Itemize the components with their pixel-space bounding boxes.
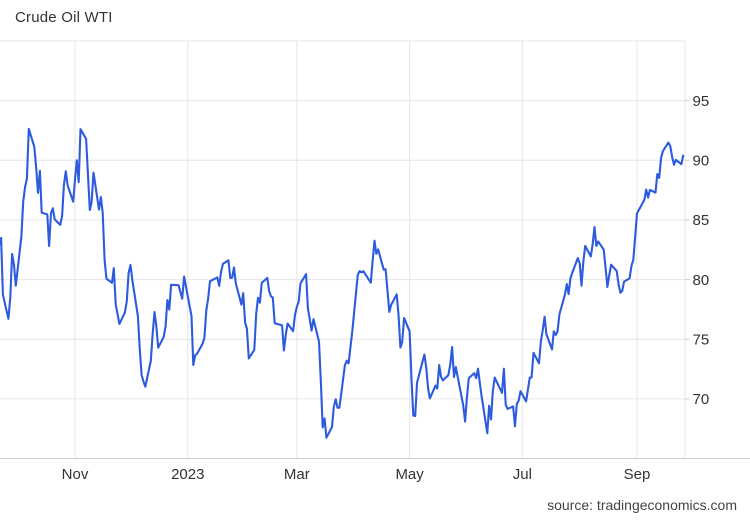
x-axis-label: Jul (513, 466, 532, 483)
axis-layer (0, 100, 750, 459)
y-axis-label: 85 (693, 212, 710, 229)
grid-layer (0, 40, 686, 459)
x-axis-label: Sep (624, 466, 651, 483)
x-axis-label: 2023 (171, 466, 204, 483)
series-layer (0, 127, 685, 439)
source-attribution: source: tradingeconomics.com (547, 497, 737, 513)
y-axis-label: 70 (693, 391, 710, 408)
y-axis-label: 75 (693, 331, 710, 348)
axis-label-layer: 70 75 80 85 90 95 Nov 2023 Mar May Jul Sep (62, 93, 710, 483)
y-axis-label: 95 (693, 93, 710, 110)
chart-title: Crude Oil WTI (15, 9, 113, 26)
x-axis-label: Mar (284, 466, 310, 483)
y-axis-label: 80 (693, 272, 710, 289)
y-axis-label: 90 (693, 152, 710, 169)
x-axis-label: Nov (62, 466, 89, 483)
x-axis-label: May (395, 466, 424, 483)
price-line (0, 127, 685, 439)
